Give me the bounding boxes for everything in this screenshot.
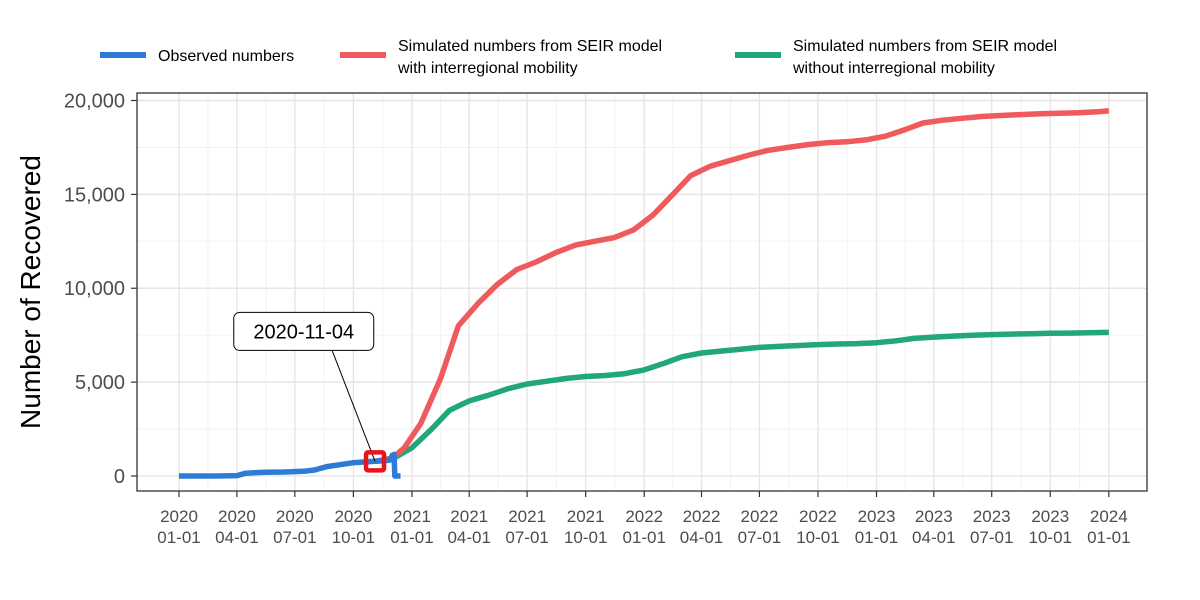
x-tick-label-monthday: 07-01	[738, 528, 781, 547]
legend-label-2-line1: Simulated numbers from SEIR model	[793, 38, 1057, 55]
annotation-label: 2020-11-04	[253, 321, 354, 343]
grid-lines	[137, 93, 1147, 491]
legend: Observed numbers Simulated numbers from S…	[100, 38, 1057, 77]
series-line-2	[374, 329, 1109, 465]
annotation-label-box	[233, 311, 375, 351]
x-tick-label-year: 2023	[1031, 507, 1069, 526]
x-tick-label-monthday: 01-01	[855, 528, 898, 547]
y-tick-label: 20,000	[64, 91, 125, 113]
x-tick-label-year: 2023	[915, 507, 953, 526]
series-lines	[179, 108, 1110, 479]
legend-label-2-line2: without interregional mobility	[792, 60, 995, 77]
legend-label-1-line1: Simulated numbers from SEIR model	[398, 38, 662, 55]
annotation: 2020-11-04	[233, 311, 387, 473]
x-tick-label-year: 2022	[799, 507, 837, 526]
x-tick-label-year: 2021	[567, 507, 605, 526]
x-tick-label-year: 2024	[1090, 507, 1128, 526]
x-tick-label-year: 2021	[508, 507, 546, 526]
series-line-0	[179, 451, 401, 479]
annotation-leader-line	[331, 349, 376, 462]
x-tick-label-monthday: 01-01	[157, 528, 200, 547]
x-tick-label-monthday: 07-01	[273, 528, 316, 547]
x-tick-label-year: 2021	[393, 507, 431, 526]
x-tick-label-monthday: 10-01	[332, 528, 375, 547]
legend-label-1-line2: with interregional mobility	[397, 60, 578, 77]
y-tick-label: 15,000	[64, 184, 125, 206]
x-tick-label-year: 2022	[625, 507, 663, 526]
x-tick-label-monthday: 01-01	[622, 528, 665, 547]
y-tick-label: 0	[114, 466, 125, 488]
x-tick-label-monthday: 04-01	[912, 528, 955, 547]
x-tick-label-monthday: 01-01	[1087, 528, 1130, 547]
x-tick-label-year: 2020	[218, 507, 256, 526]
x-tick-label-year: 2022	[741, 507, 779, 526]
x-tick-label-year: 2022	[683, 507, 721, 526]
x-tick-label-monthday: 10-01	[796, 528, 839, 547]
x-tick-label-monthday: 07-01	[505, 528, 548, 547]
x-tick-label-year: 2020	[276, 507, 314, 526]
x-tick-label-year: 2021	[450, 507, 488, 526]
x-tick-label-year: 2023	[973, 507, 1011, 526]
x-tick-label-monthday: 07-01	[970, 528, 1013, 547]
annotation-marker	[363, 450, 387, 473]
x-tick-label-monthday: 01-01	[390, 528, 433, 547]
y-tick-label: 5,000	[75, 372, 125, 394]
legend-label-0: Observed numbers	[158, 48, 294, 65]
x-tick-label-monthday: 10-01	[564, 528, 607, 547]
x-tick-label-monthday: 04-01	[447, 528, 490, 547]
plot-panel-border	[136, 92, 1148, 492]
x-tick-label-monthday: 04-01	[680, 528, 723, 547]
x-tick-label-year: 2020	[160, 507, 198, 526]
x-tick-label-monthday: 04-01	[215, 528, 258, 547]
x-tick-label-year: 2020	[334, 507, 372, 526]
y-axis-title: Number of Recovered	[15, 155, 46, 429]
x-axis: 2020 01-01 2020 04-01 2020 07-01 2020 10-01 2021…	[157, 491, 1131, 547]
series-line-1	[374, 108, 1110, 465]
x-tick-label-monthday: 10-01	[1029, 528, 1072, 547]
y-tick-label: 10,000	[64, 278, 125, 300]
y-axis: 0 5,000 10,000 15,000 20,000	[64, 91, 137, 488]
x-tick-label-year: 2023	[858, 507, 896, 526]
